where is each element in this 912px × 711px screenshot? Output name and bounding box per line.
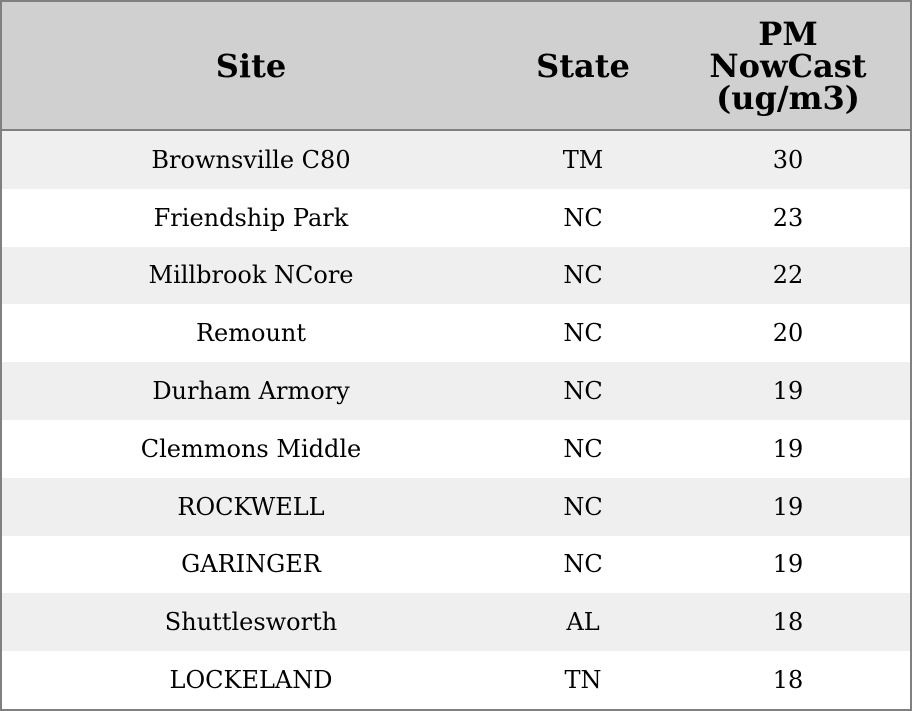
cell-site: Shuttlesworth [164,608,338,637]
header-site: Site [215,46,287,85]
table-row: Millbrook NCore NC 22 [2,246,910,305]
cell-site: Clemmons Middle [140,434,362,463]
header-pm-line: (ug/m3) [716,78,860,117]
cell-site: Remount [195,319,307,348]
cell-pm: 20 [772,319,804,348]
cell-site: Millbrook NCore [148,261,354,290]
cell-pm: 19 [772,492,804,521]
cell-site: GARINGER [181,550,321,579]
cell-pm: 18 [772,666,804,695]
table-row: Friendship Park NC 23 [2,188,910,247]
cell-state: NC [563,550,603,579]
table-header: Site State PM NowCast (ug/m3) [2,2,910,131]
cell-pm: 23 [772,203,804,232]
cell-site: Brownsville C80 [151,145,351,174]
cell-state: TN [564,666,602,695]
header-pm-nowcast: PM NowCast (ug/m3) [666,2,910,129]
table-body: Brownsville C80 TM 30 Friendship Park NC 23 Mi… [2,131,910,709]
header-pm-text: PM NowCast (ug/m3) [709,18,866,114]
cell-site: Friendship Park [153,203,349,232]
table-row: Shuttlesworth AL 18 [2,593,910,652]
cell-state: AL [566,608,600,637]
table-row: Remount NC 20 [2,304,910,363]
cell-site: Durham Armory [152,377,350,406]
cell-pm: 19 [772,434,804,463]
cell-state: TM [562,145,604,174]
table-row: Durham Armory NC 19 [2,362,910,420]
header-pm-line: PM [758,14,818,53]
cell-state: NC [563,434,603,463]
cell-site: ROCKWELL [177,492,325,521]
cell-site: LOCKELAND [169,666,333,695]
cell-state: NC [563,377,603,406]
cell-pm: 19 [772,550,804,579]
table-row: Clemmons Middle NC 19 [2,419,910,478]
cell-state: NC [563,261,603,290]
table-row: GARINGER NC 19 [2,535,910,594]
cell-state: NC [563,492,603,521]
table-row: LOCKELAND TN 18 [2,651,910,709]
cell-pm: 18 [772,608,804,637]
cell-state: NC [563,203,603,232]
table-row: Brownsville C80 TM 30 [2,131,910,189]
header-state: State [536,46,630,85]
cell-pm: 19 [772,377,804,406]
cell-state: NC [563,319,603,348]
table-row: ROCKWELL NC 19 [2,477,910,536]
cell-pm: 22 [772,261,804,290]
header-pm-line: NowCast [709,46,867,85]
cell-pm: 30 [772,145,804,174]
